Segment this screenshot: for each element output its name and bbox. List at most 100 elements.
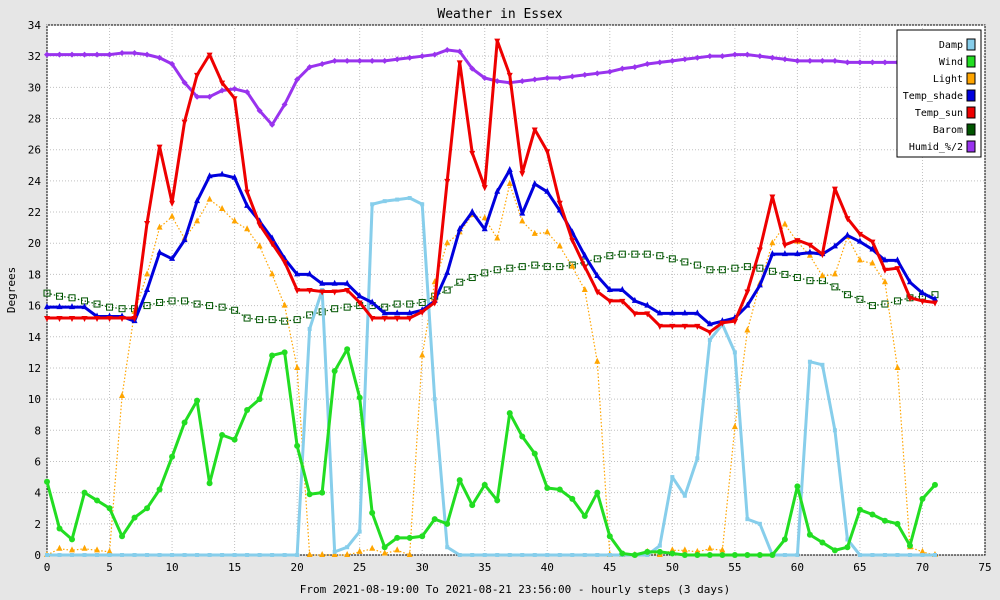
x-tick-label: 30	[416, 561, 429, 574]
data-point	[681, 546, 688, 553]
data-point	[745, 517, 750, 522]
y-tick-label: 22	[28, 206, 41, 219]
data-point	[694, 323, 701, 330]
data-point	[907, 553, 912, 557]
data-point	[319, 289, 326, 296]
data-point	[569, 495, 576, 502]
data-point	[569, 73, 576, 80]
data-point	[731, 51, 738, 58]
data-point	[682, 493, 687, 498]
data-point	[244, 189, 251, 196]
data-point	[806, 248, 813, 255]
data-point	[156, 144, 163, 151]
data-point	[645, 553, 650, 557]
data-point	[82, 553, 87, 557]
data-point	[782, 553, 787, 557]
data-point	[631, 250, 639, 258]
legend: Damp Wind Light Temp_shade Temp_sun Barom Humi…	[896, 29, 982, 158]
y-axis-label: Degrees	[5, 267, 18, 313]
data-point	[681, 309, 688, 316]
data-point	[206, 52, 213, 59]
legend-swatch	[966, 38, 976, 51]
data-point	[694, 552, 701, 558]
data-point	[431, 516, 438, 523]
data-point	[894, 363, 901, 370]
legend-label: Temp_shade	[903, 91, 963, 102]
data-point	[68, 294, 76, 302]
data-point	[206, 172, 213, 179]
data-point	[794, 238, 801, 245]
data-point	[494, 38, 501, 45]
series-line	[47, 168, 936, 326]
x-tick-label: 5	[106, 561, 113, 574]
data-point	[456, 278, 464, 286]
data-point	[81, 303, 88, 310]
x-tick-label: 70	[916, 561, 929, 574]
data-point	[757, 521, 762, 526]
data-point	[556, 263, 564, 271]
data-point	[756, 552, 763, 558]
data-point	[356, 57, 363, 64]
data-point	[394, 309, 401, 316]
data-point	[806, 57, 813, 64]
data-point	[369, 316, 376, 323]
data-point	[931, 481, 938, 488]
data-point	[619, 298, 626, 305]
data-point	[443, 286, 451, 294]
data-point	[669, 309, 676, 316]
data-point	[144, 270, 151, 277]
data-point	[56, 292, 64, 300]
data-point	[306, 270, 313, 277]
y-tick-label: 26	[28, 144, 41, 157]
data-point	[444, 178, 451, 185]
data-point	[656, 252, 664, 260]
data-point	[269, 352, 276, 359]
data-point	[769, 194, 776, 201]
data-point	[406, 309, 413, 316]
data-point	[544, 75, 551, 81]
data-point	[169, 453, 176, 460]
data-point	[593, 255, 601, 263]
legend-label: Wind	[939, 57, 963, 68]
data-point	[194, 197, 201, 204]
y-tick-label: 24	[28, 175, 42, 188]
data-point	[244, 407, 251, 414]
data-point	[781, 242, 788, 249]
data-point	[594, 357, 601, 364]
data-point	[144, 286, 151, 292]
data-point	[794, 57, 801, 64]
data-point	[406, 551, 413, 557]
data-point	[169, 212, 176, 219]
data-point	[831, 547, 838, 554]
data-point	[532, 553, 537, 557]
y-tick-label: 2	[34, 518, 41, 531]
data-point	[319, 489, 326, 496]
data-point	[870, 553, 875, 557]
data-point	[194, 397, 201, 404]
legend-swatch	[966, 72, 976, 85]
data-point	[844, 216, 851, 223]
data-point	[506, 264, 514, 272]
data-point	[769, 239, 776, 246]
data-point	[406, 534, 413, 541]
data-point	[544, 484, 551, 491]
data-point	[681, 56, 688, 63]
data-point	[456, 225, 463, 232]
data-point	[331, 289, 338, 296]
data-point	[81, 544, 88, 551]
data-point	[470, 553, 475, 557]
legend-swatch	[966, 55, 976, 68]
data-point	[518, 263, 526, 271]
data-point	[806, 251, 813, 258]
data-point	[256, 107, 263, 114]
data-point	[144, 220, 151, 227]
data-point	[920, 553, 925, 557]
data-point	[794, 483, 801, 490]
data-point	[494, 78, 501, 85]
data-point	[582, 553, 587, 557]
data-point	[544, 149, 551, 156]
legend-label: Light	[933, 74, 963, 85]
data-point	[307, 326, 312, 331]
data-point	[932, 553, 937, 557]
